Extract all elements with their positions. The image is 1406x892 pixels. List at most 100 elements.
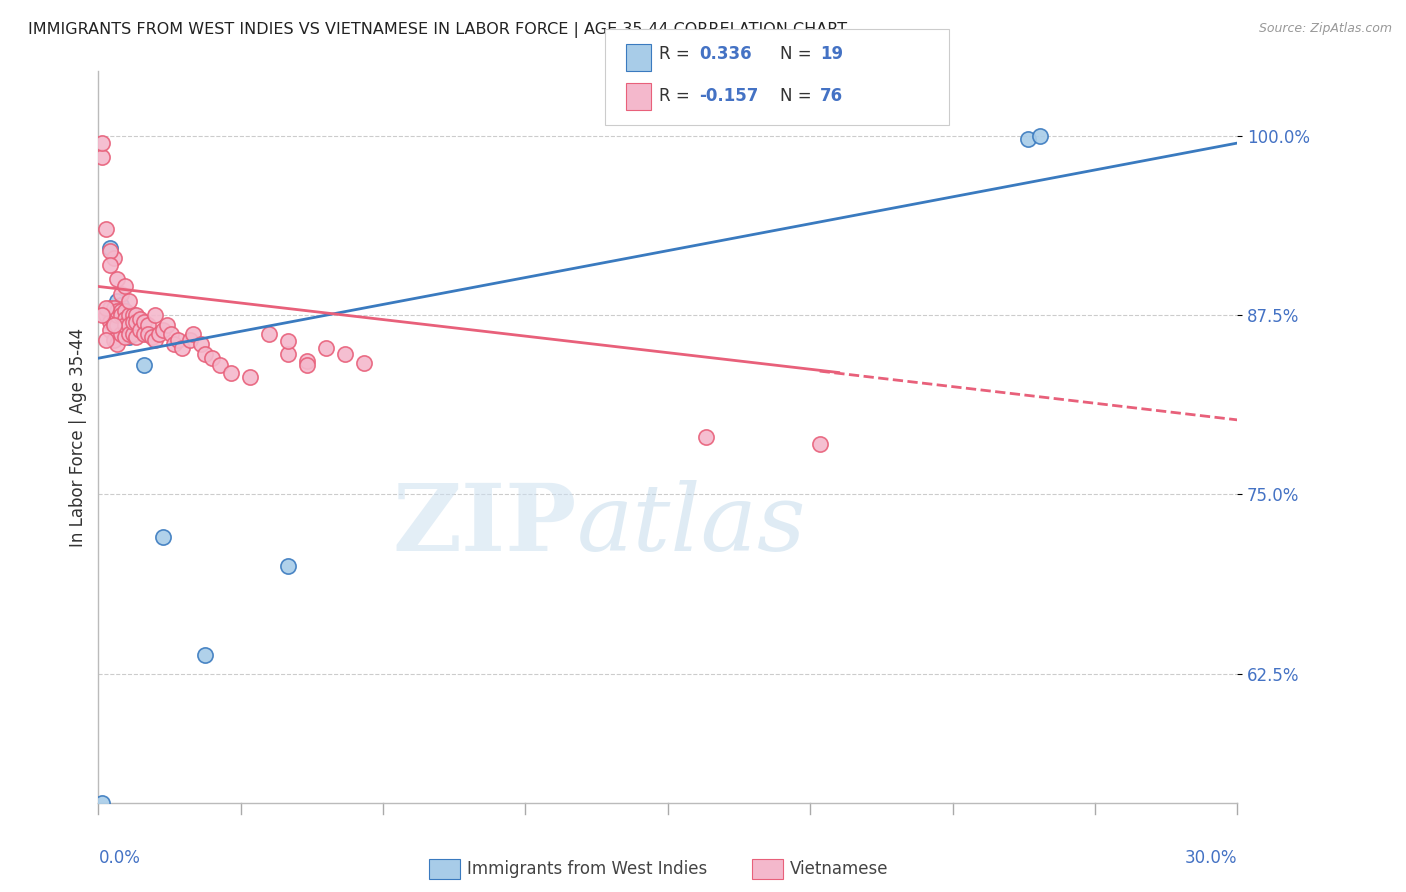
Point <box>114 304 136 318</box>
Point <box>145 308 167 322</box>
Point <box>125 315 148 329</box>
Point <box>118 329 141 343</box>
Point <box>94 222 117 236</box>
Point <box>125 308 148 322</box>
Point <box>141 329 163 343</box>
Point <box>695 430 717 444</box>
Point <box>118 326 141 341</box>
Point <box>125 329 148 343</box>
Point <box>114 329 136 343</box>
Y-axis label: In Labor Force | Age 35-44: In Labor Force | Age 35-44 <box>69 327 87 547</box>
Point <box>129 322 152 336</box>
Point <box>98 322 121 336</box>
Point <box>91 308 114 322</box>
Point <box>98 315 121 329</box>
Point <box>98 244 121 258</box>
Point <box>98 301 121 315</box>
Text: Source: ZipAtlas.com: Source: ZipAtlas.com <box>1258 22 1392 36</box>
Point <box>152 531 174 545</box>
Point <box>107 308 129 322</box>
Text: 0.0%: 0.0% <box>98 848 141 867</box>
Point <box>159 326 181 341</box>
Point <box>121 326 143 341</box>
Point <box>190 336 212 351</box>
Point <box>297 359 319 373</box>
Point <box>107 304 129 318</box>
Point <box>103 251 125 265</box>
Point <box>335 347 357 361</box>
Point <box>183 326 205 341</box>
Point <box>121 315 143 329</box>
Point <box>208 359 231 373</box>
Point <box>103 333 125 347</box>
Point <box>315 341 337 355</box>
Point <box>91 150 114 164</box>
Point <box>132 315 155 329</box>
Point <box>107 336 129 351</box>
Point <box>114 318 136 333</box>
Point <box>808 437 831 451</box>
Point <box>110 308 132 322</box>
Point <box>194 648 217 662</box>
Point <box>91 796 114 810</box>
Point <box>107 272 129 286</box>
Point <box>277 347 299 361</box>
Point <box>118 308 141 322</box>
Point <box>103 315 125 329</box>
Point <box>118 318 141 333</box>
Point <box>110 308 132 322</box>
Text: R =: R = <box>659 87 696 105</box>
Point <box>103 318 125 333</box>
Point <box>145 333 167 347</box>
Text: IMMIGRANTS FROM WEST INDIES VS VIETNAMESE IN LABOR FORCE | AGE 35-44 CORRELATION: IMMIGRANTS FROM WEST INDIES VS VIETNAMES… <box>28 22 848 38</box>
Point <box>107 304 129 318</box>
Point <box>107 318 129 333</box>
Point <box>114 304 136 318</box>
Point <box>1029 128 1052 143</box>
Point <box>94 333 117 347</box>
Point <box>221 366 243 380</box>
Text: -0.157: -0.157 <box>699 87 758 105</box>
Point <box>94 301 117 315</box>
Point <box>118 293 141 308</box>
Point <box>136 326 159 341</box>
Point <box>148 326 170 341</box>
Point <box>110 326 132 341</box>
Text: 30.0%: 30.0% <box>1185 848 1237 867</box>
Text: ZIP: ZIP <box>392 480 576 570</box>
Point <box>163 336 186 351</box>
Point <box>194 347 217 361</box>
Point <box>121 308 143 322</box>
Point <box>91 136 114 150</box>
Point <box>167 333 190 347</box>
Point <box>118 308 141 322</box>
Point <box>110 298 132 312</box>
Text: atlas: atlas <box>576 480 806 570</box>
Point <box>277 559 299 574</box>
Point <box>107 293 129 308</box>
Point <box>152 322 174 336</box>
Point <box>103 315 125 329</box>
Text: Immigrants from West Indies: Immigrants from West Indies <box>467 860 707 878</box>
Point <box>110 304 132 318</box>
Point <box>259 326 281 341</box>
Point <box>129 312 152 326</box>
Text: R =: R = <box>659 45 696 63</box>
Point <box>201 351 224 366</box>
Point <box>110 286 132 301</box>
Text: N =: N = <box>780 45 817 63</box>
Point <box>136 318 159 333</box>
Point <box>114 318 136 333</box>
Point <box>277 334 299 348</box>
Point <box>170 341 193 355</box>
Point <box>98 258 121 272</box>
Text: 0.336: 0.336 <box>699 45 751 63</box>
Point <box>179 333 201 347</box>
Text: Vietnamese: Vietnamese <box>790 860 889 878</box>
Point <box>132 326 155 341</box>
Text: N =: N = <box>780 87 817 105</box>
Point <box>103 301 125 315</box>
Point <box>1018 132 1040 146</box>
Point <box>353 355 375 369</box>
Point <box>98 241 121 255</box>
